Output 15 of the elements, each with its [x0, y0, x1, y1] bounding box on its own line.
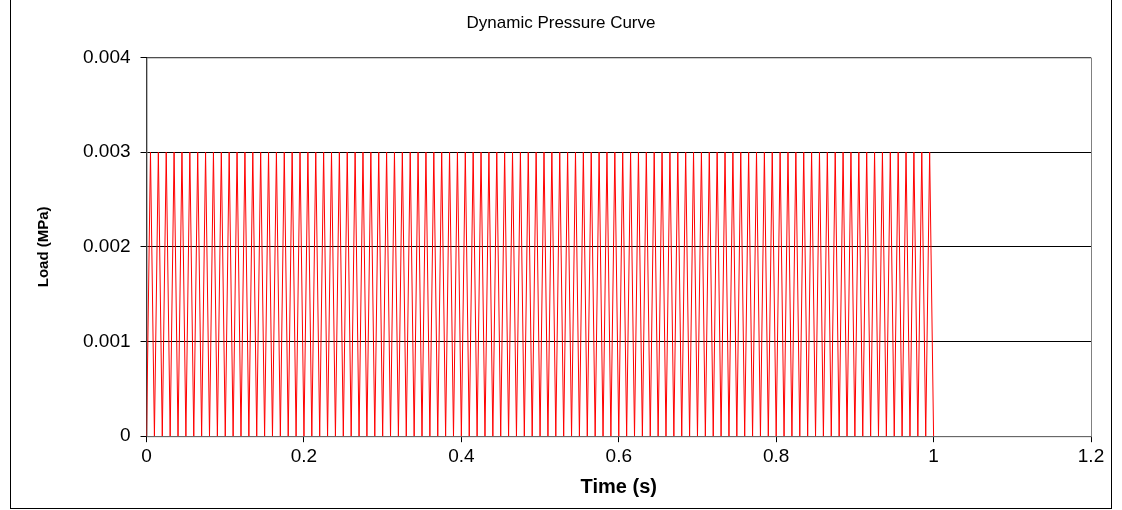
chart-title: Dynamic Pressure Curve: [466, 12, 656, 32]
x-tick-label: 1.2: [1077, 444, 1105, 466]
x-tick-label: 1: [928, 444, 939, 466]
x-tick-label: 0.8: [762, 444, 790, 466]
y-tick-label: 0.003: [83, 140, 131, 162]
x-tick-label: 0.2: [290, 444, 318, 466]
x-axis-title: Time (s): [580, 474, 657, 497]
x-tick-label: 0: [141, 444, 152, 466]
y-tick-label: 0: [119, 424, 131, 446]
y-axis-title: Load (MPa): [34, 206, 52, 288]
y-tick-label: 0.002: [83, 235, 131, 257]
x-tick-label: 0.6: [605, 444, 632, 466]
x-tick-label: 0.4: [448, 444, 475, 466]
y-tick-label: 0.001: [83, 329, 131, 351]
y-tick-label: 0.004: [83, 45, 131, 67]
